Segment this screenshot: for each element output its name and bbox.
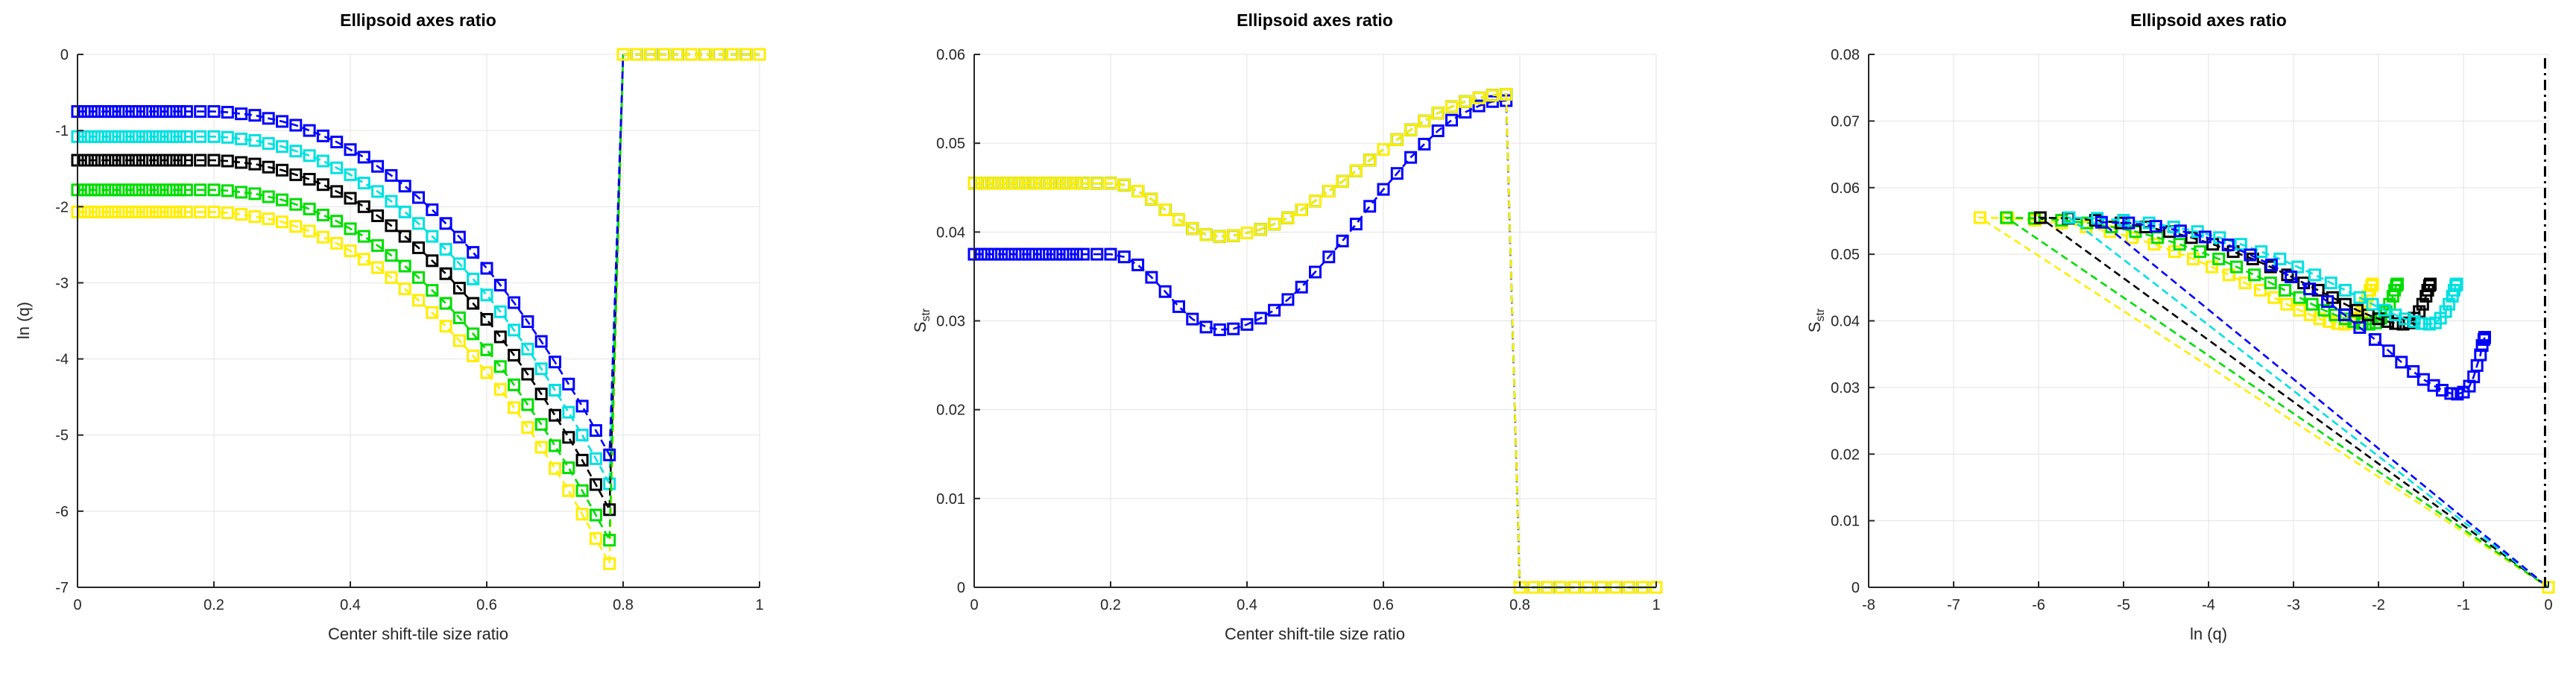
left-plot-panel: Ellipsoid axes ratio Center shift-tile s… [0, 0, 859, 679]
axes-spines [973, 54, 1657, 588]
y-tick-label: 0.02 [936, 402, 965, 419]
series-black [71, 54, 625, 517]
series-cyan [967, 88, 1521, 588]
x-tick-label: 0.2 [1100, 597, 1121, 613]
x-tick-label: -1 [2457, 597, 2470, 613]
right-plot-panel: Ellipsoid axes ratio ln (q) Sstr -8 -7 -6-… [1717, 0, 2576, 679]
series-tails [616, 48, 766, 61]
y-tick-label: -7 [55, 580, 69, 596]
x-tick-label: -2 [2372, 597, 2385, 613]
series-curves [967, 88, 1521, 588]
x-axis-label: ln (q) [2189, 625, 2228, 643]
x-tick-label: 0 [2544, 597, 2552, 613]
x-tick-label: 0.6 [1373, 597, 1394, 613]
x-tick-label: 0.2 [203, 597, 224, 613]
series-yellow [71, 54, 625, 570]
x-tick-label: -8 [1862, 597, 1875, 613]
page-title: Ellipsoid axes ratio [340, 10, 496, 30]
x-tick-label: -4 [2202, 597, 2215, 613]
series-curves [71, 54, 625, 570]
y-tick-label: 0.05 [936, 136, 965, 152]
y-tick-label: 0.05 [1831, 247, 1860, 263]
page-title: Ellipsoid axes ratio [2130, 10, 2287, 30]
series-blue [2094, 215, 2549, 589]
series-cyan [2062, 211, 2549, 589]
y-tick-label: 0.08 [1831, 47, 1860, 63]
y-tick-label: 0.07 [1831, 113, 1860, 130]
x-tick-label: 0.4 [1237, 597, 1257, 613]
tick-labels: 0 0.2 0.4 0.6 0.8 1 0 0.01 0.02 0.03 0.04 0.05 0.06 [936, 47, 1661, 613]
sstr-vs-lnq-svg: -8 -7 -6 -5 -4 -3 -2 -1 0 0 0.01 0.02 0.03 0.04 0.05 0.… [1831, 47, 2555, 613]
series-yellow [967, 88, 1521, 588]
x-tick-label: 0 [970, 597, 978, 613]
x-tick-label: 0.8 [1509, 597, 1530, 613]
axes-spines [77, 54, 760, 588]
x-tick-label: -3 [2287, 597, 2300, 613]
x-tick-label: 0.6 [476, 597, 497, 613]
x-tick-label: -6 [2032, 597, 2045, 613]
tick-labels: 0 0.2 0.4 0.6 0.8 1 -7 -6 -5 -4 -3 -2 -1 0 [55, 47, 763, 613]
tail-yellow [616, 48, 766, 61]
y-tick-label: 0 [60, 47, 69, 63]
x-tick-label: 1 [1652, 597, 1660, 613]
y-tick-label: 0.06 [936, 47, 965, 63]
x-tick-label: 1 [755, 597, 763, 613]
series-blue [967, 94, 1521, 588]
x-axis-label: Center shift-tile size ratio [327, 625, 509, 643]
y-tick-label: 0.02 [1831, 446, 1860, 463]
lnq-vs-shift-svg: 0 0.2 0.4 0.6 0.8 1 -7 -6 -5 -4 -3 -2 -1 0 [55, 47, 766, 613]
tick-labels: -8 -7 -6 -5 -4 -3 -2 -1 0 0 0.01 0.02 0.03 0.04 0.05 0.… [1831, 47, 2553, 613]
x-tick-label: 0 [73, 597, 81, 613]
x-tick-label: 0.4 [340, 597, 361, 613]
y-tick-label: -6 [55, 504, 69, 520]
y-tick-label: 0.03 [1831, 380, 1860, 397]
gridlines [77, 54, 760, 588]
y-tick-label: -4 [55, 352, 69, 368]
y-tick-label: 0.04 [936, 224, 965, 241]
y-tick-label: 0 [957, 580, 965, 596]
axes-spines [1868, 54, 2549, 588]
sstr-vs-shift-svg: 0 0.2 0.4 0.6 0.8 1 0 0.01 0.02 0.03 0.04 0.05 0.06 [936, 47, 1663, 613]
y-tick-label: 0 [1852, 580, 1860, 596]
y-tick-label: 0.03 [936, 314, 965, 330]
gridlines [973, 54, 1657, 588]
x-axis-label: Center shift-tile size ratio [1224, 625, 1406, 643]
series-black [967, 88, 1521, 588]
y-tick-label: 0.06 [1831, 180, 1860, 197]
x-tick-label: -5 [2117, 597, 2130, 613]
series-cyan [71, 54, 625, 490]
y-tick-label: 0.04 [1831, 314, 1860, 330]
x-tick-label: -7 [1947, 597, 1960, 613]
series-blue [71, 54, 625, 461]
y-tick-label: -1 [55, 123, 69, 139]
y-tick-label: 0.01 [936, 491, 965, 508]
x-tick-label: 0.8 [613, 597, 634, 613]
middle-plot-panel: Ellipsoid axes ratio Center shift-tile s… [859, 0, 1717, 679]
y-tick-label: -5 [55, 428, 69, 444]
y-tick-label: -3 [55, 275, 69, 291]
y-tick-label: 0.01 [1831, 514, 1860, 530]
series-green [71, 54, 625, 547]
series-black [2033, 211, 2549, 589]
y-tick-label: -2 [55, 199, 69, 215]
page-title: Ellipsoid axes ratio [1237, 10, 1393, 30]
series-green [967, 88, 1521, 588]
series-curves [1973, 211, 2549, 589]
